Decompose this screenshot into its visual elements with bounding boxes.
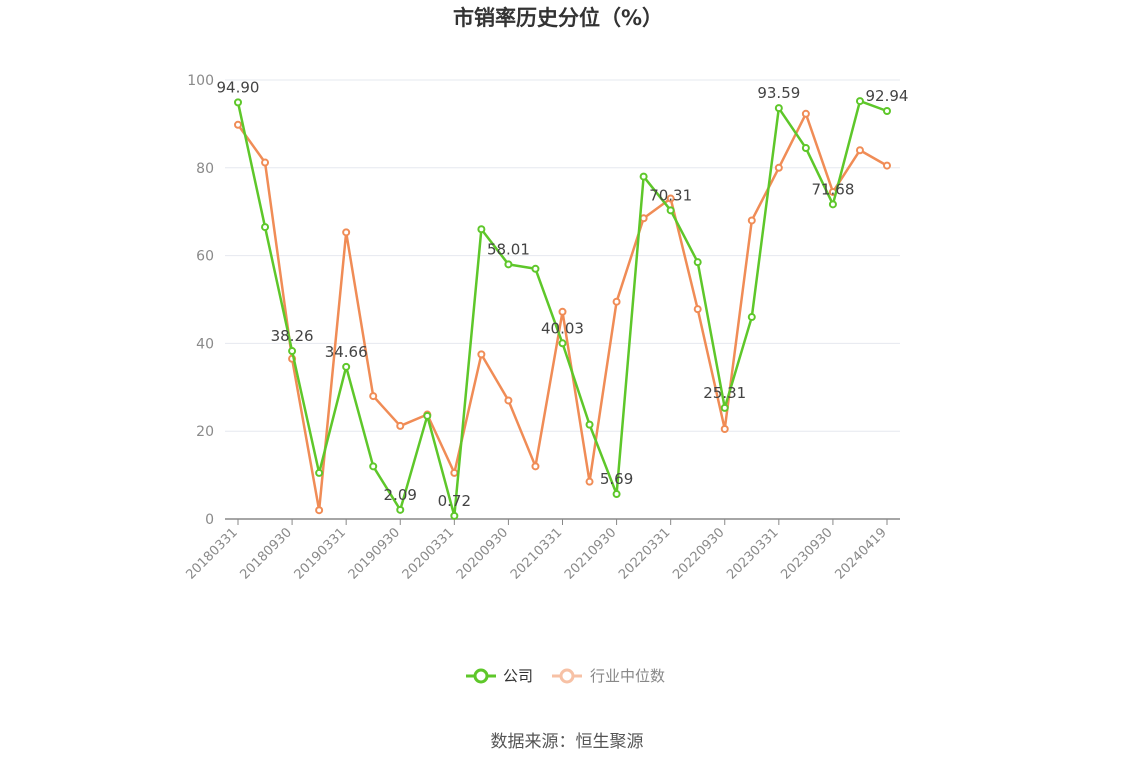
x-tick-label: 20230930: [778, 525, 835, 582]
data-point-industry: [585, 477, 594, 486]
data-label: 38.26: [271, 327, 314, 345]
legend-item-industry[interactable]: 行业中位数: [552, 667, 665, 685]
x-tick-label: 20180331: [183, 525, 240, 582]
data-label: 0.72: [438, 492, 471, 510]
legend-label-industry: 行业中位数: [590, 667, 665, 685]
data-point-company: [450, 511, 459, 520]
data-point-industry: [855, 146, 864, 155]
data-point-industry: [883, 161, 891, 170]
data-point-company: [369, 462, 378, 471]
data-point-industry: [639, 214, 648, 223]
data-label: 70.31: [649, 186, 692, 204]
legend[interactable]: 公司 行业中位数: [466, 667, 665, 685]
data-point-industry: [450, 468, 459, 477]
grid: [225, 79, 900, 432]
data-point-company: [801, 144, 810, 153]
chart-title: 市销率历史分位（%）: [453, 6, 663, 30]
y-tick-label: 100: [187, 73, 214, 89]
y-tick-label: 60: [196, 249, 214, 265]
data-point-company: [477, 225, 486, 234]
data-point-industry: [261, 158, 270, 167]
y-tick-label: 0: [205, 512, 214, 528]
x-tick-label: 20210930: [562, 525, 619, 582]
x-tick-label: 20200930: [454, 525, 511, 582]
x-tick-label: 20220930: [670, 525, 727, 582]
data-point-company: [558, 339, 567, 348]
data-point-industry: [747, 216, 756, 225]
data-point-company: [720, 403, 729, 412]
data-point-industry: [396, 421, 405, 430]
data-point-industry: [504, 396, 513, 405]
legend-label-company: 公司: [503, 667, 533, 685]
data-point-company: [504, 260, 513, 269]
data-point-company: [261, 223, 270, 232]
data-point-company: [288, 347, 297, 356]
legend-marker-industry: [559, 668, 575, 684]
data-point-company: [774, 104, 783, 113]
data-point-company: [585, 420, 594, 429]
data-point-industry: [477, 350, 486, 359]
data-label: 93.59: [757, 84, 800, 102]
data-label: 34.66: [325, 343, 368, 361]
data-point-company: [666, 206, 675, 215]
data-label: 2.09: [384, 486, 417, 504]
data-label: 58.01: [487, 240, 530, 258]
x-tick-label: 20190331: [292, 525, 349, 582]
data-point-industry: [612, 297, 621, 306]
data-point-industry: [234, 120, 242, 129]
x-tick-label: 20230331: [724, 525, 781, 582]
y-tick-label: 40: [196, 336, 214, 352]
data-point-company: [855, 97, 864, 106]
data-point-industry: [774, 163, 783, 172]
data-point-industry: [666, 194, 675, 203]
data-point-company: [883, 106, 891, 115]
data-point-company: [234, 98, 242, 107]
data-point-company: [747, 313, 756, 322]
data-label: 25.31: [703, 384, 746, 402]
x-tick-label: 20190930: [346, 525, 403, 582]
data-point-company: [612, 490, 621, 499]
data-point-company: [693, 258, 702, 267]
data-point-company: [639, 172, 648, 181]
data-point-industry: [720, 425, 729, 434]
x-tick-label: 20240419: [832, 525, 889, 582]
data-label: 71.68: [811, 180, 854, 198]
data-point-company: [828, 200, 837, 209]
data-point-industry: [558, 307, 567, 316]
data-point-company: [531, 264, 540, 273]
data-point-industry: [369, 392, 378, 401]
x-tick-label: 20220331: [616, 525, 673, 582]
x-tick-label: 20200331: [400, 525, 457, 582]
data-point-industry: [693, 305, 702, 314]
series: [234, 97, 891, 520]
data-point-company: [315, 468, 324, 477]
x-tick-label: 20180930: [238, 525, 295, 582]
data-point-industry: [315, 506, 324, 515]
x-tick-label: 20210331: [508, 525, 565, 582]
data-label: 94.90: [217, 78, 260, 96]
legend-item-company[interactable]: 公司: [466, 667, 533, 685]
source-note: 数据来源：恒生聚源: [491, 732, 644, 752]
data-point-company: [396, 505, 405, 514]
data-point-industry: [342, 228, 351, 237]
y-tick-label: 20: [196, 424, 214, 440]
data-label: 5.69: [600, 470, 633, 488]
data-label: 92.94: [866, 87, 909, 105]
data-point-industry: [531, 462, 540, 471]
data-labels: 94.90 38.26 34.66 2.09 0.72 58.01 40.03 5.69 70.…: [217, 78, 909, 509]
data-label: 40.03: [541, 319, 584, 337]
data-point-company: [423, 411, 432, 420]
data-point-company: [342, 362, 351, 371]
y-tick-label: 80: [196, 161, 214, 177]
data-point-industry: [801, 109, 810, 118]
legend-marker-company: [473, 668, 489, 684]
